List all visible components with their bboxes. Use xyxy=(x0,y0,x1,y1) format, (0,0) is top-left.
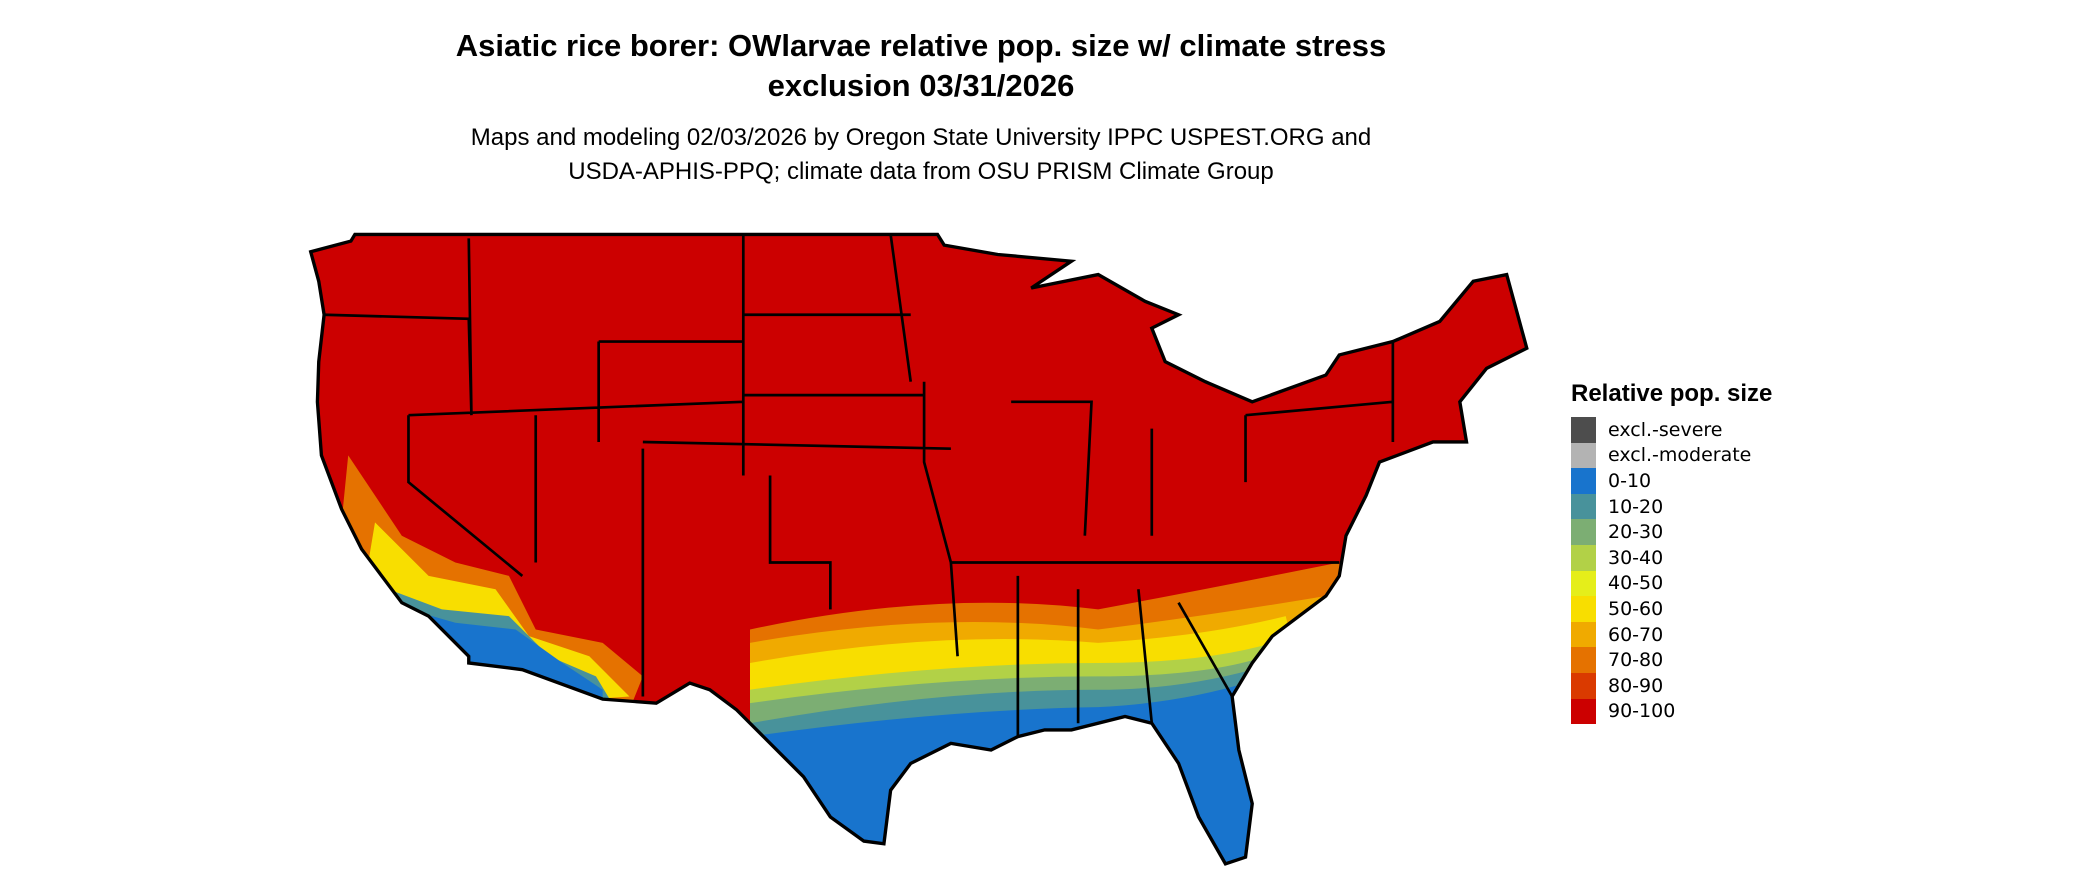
legend-swatch xyxy=(1571,672,1596,699)
legend-item: excl.-severe xyxy=(1571,417,1772,443)
legend-item: 50-60 xyxy=(1571,596,1772,622)
legend-label: 40-50 xyxy=(1608,572,1664,595)
map-subtitle-line-2: USDA-APHIS-PPQ; climate data from OSU PR… xyxy=(568,158,1274,185)
map-title-line-1: Asiatic rice borer: OWlarvae relative po… xyxy=(455,28,1387,63)
legend-item: 40-50 xyxy=(1571,570,1772,597)
state-borders xyxy=(308,232,1529,866)
legend-swatch xyxy=(1571,493,1596,520)
legend-item: 10-20 xyxy=(1571,493,1772,520)
legend-label: 30-40 xyxy=(1608,546,1664,569)
legend-label: 70-80 xyxy=(1608,649,1664,672)
legend-label: 20-30 xyxy=(1608,521,1664,544)
legend-swatch xyxy=(1571,417,1596,443)
legend-swatch xyxy=(1571,621,1596,648)
legend-label: 50-60 xyxy=(1608,597,1664,620)
legend-item: 20-30 xyxy=(1571,519,1772,545)
legend-swatch xyxy=(1571,596,1596,622)
legend-label: 90-100 xyxy=(1608,700,1676,723)
legend-item: 0-10 xyxy=(1571,468,1772,494)
legend-swatch xyxy=(1571,544,1596,571)
us-outline xyxy=(308,232,1529,866)
map-title-line-2: exclusion 03/31/2026 xyxy=(767,68,1075,103)
legend-item: 80-90 xyxy=(1571,672,1772,699)
legend-label: excl.-severe xyxy=(1608,418,1723,441)
legend-title: Relative pop. size xyxy=(1571,380,1773,407)
legend-swatch xyxy=(1571,647,1596,673)
legend-label: excl.-moderate xyxy=(1608,444,1752,467)
map-subtitle-line-1: Maps and modeling 02/03/2026 by Oregon S… xyxy=(470,124,1372,151)
legend-item: 70-80 xyxy=(1571,647,1772,673)
legend-label: 10-20 xyxy=(1608,495,1664,518)
legend-swatch xyxy=(1571,468,1596,494)
legend-label: 60-70 xyxy=(1608,623,1664,646)
legend-swatch xyxy=(1571,519,1596,545)
legend-label: 0-10 xyxy=(1608,469,1652,492)
legend: Relative pop. size excl.-severe excl.-mod… xyxy=(1571,380,1773,725)
legend-item: 60-70 xyxy=(1571,621,1772,648)
legend-swatch xyxy=(1571,442,1596,469)
legend-swatch xyxy=(1571,570,1596,597)
legend-swatch xyxy=(1571,698,1596,725)
legend-item: excl.-moderate xyxy=(1571,442,1772,469)
legend-label: 80-90 xyxy=(1608,674,1664,697)
legend-item: 30-40 xyxy=(1571,544,1772,571)
legend-item: 90-100 xyxy=(1571,698,1772,725)
